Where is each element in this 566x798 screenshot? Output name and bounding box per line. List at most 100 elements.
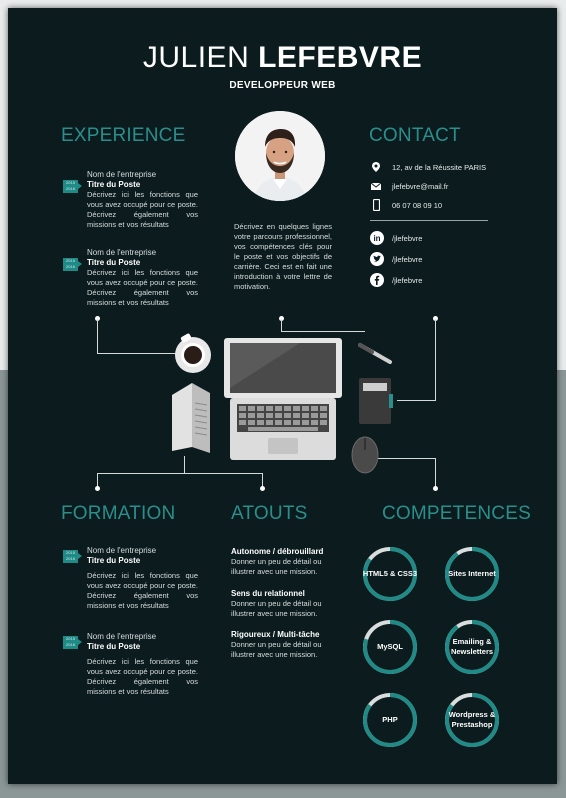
date-badge: 2015 2016 [63,550,82,563]
skill-name: Sites Internet [448,569,496,578]
job-description: Décrivez ici les fonctions que vous avez… [87,571,198,610]
date-badge: 2015 2016 [63,636,82,649]
connector-line [281,331,365,332]
connector-line [262,473,263,488]
connector-line [97,473,98,488]
date-badge: 2015 2016 [63,180,82,193]
envelope-icon [371,183,381,190]
skill-ring-fill [445,620,499,674]
experience-title: EXPERIENCE [61,125,186,146]
intro-text: Décrivez en quelques lignes votre parcou… [234,222,332,291]
skill-name: Wordpress & Prestashop [448,710,496,729]
skill-name: PHP [382,715,398,724]
badge-to: 2016 [66,642,75,647]
connector-dot [433,316,438,321]
skill-progress-ring [445,547,499,601]
phone-icon [373,199,380,211]
contact-divider [370,220,488,221]
facebook-handle[interactable]: /jlefebvre [392,276,423,285]
skill-name: MySQL [377,642,403,651]
notebook-icon [359,378,393,424]
mouse-icon [351,436,379,474]
connector-dot [95,486,100,491]
document-icon [172,383,210,453]
first-name: JULIEN [142,41,250,74]
formation-item: 2015 2016 Nom de l'entreprise Titre du P… [63,546,198,611]
formation-title: FORMATION [61,503,176,524]
twitter-icon [370,252,384,266]
connector-line [397,400,436,401]
atout-description: Donner un peu de détail ou illustrer ave… [231,557,322,576]
atout-item: Rigoureux / Multi-tâche Donner un peu de… [231,629,343,660]
badge-from: 2015 [66,636,75,641]
job-description: Décrivez ici les fonctions que vous avez… [87,657,198,696]
skill-progress-ring [363,693,417,747]
connector-line [97,319,98,354]
person-name: JULIEN LEFEBVRE [8,40,557,76]
job-description: Décrivez ici les fonctions que vous avez… [87,268,198,307]
competences-title: COMPETENCES [382,503,531,524]
atout-title: Autonome / débrouillard [231,547,324,556]
badge-from: 2015 [66,180,75,185]
skill-ring: Wordpress & Prestashop [443,691,501,749]
badge-to: 2016 [66,556,75,561]
location-pin-icon [372,162,380,172]
atout-title: Rigoureux / Multi-tâche [231,630,320,639]
atout-description: Donner un peu de détail ou illustrer ave… [231,640,322,659]
job-description: Décrivez ici les fonctions que vous avez… [87,190,198,229]
connector-line [435,319,436,401]
connector-line [97,353,179,354]
badge-from: 2015 [66,550,75,555]
person-portrait-icon [235,111,325,201]
atouts-title: ATOUTS [231,503,308,524]
skill-progress-ring [445,693,499,747]
skill-ring-fill [363,547,417,601]
connector-dot [260,486,265,491]
skill-ring-fill [363,693,417,747]
linkedin-handle[interactable]: /jlefebvre [392,234,423,243]
company-name: Nom de l'entreprise [87,170,157,179]
skill-ring: Sites Internet [443,545,501,603]
skill-progress-ring [363,620,417,674]
skill-name: Emailing & Newsletters [450,637,494,656]
skill-ring-fill [445,693,499,747]
contact-address: 12, av de la Réussite PARIS [392,163,487,172]
skill-ring: PHP [361,691,419,749]
last-name: LEFEBVRE [258,41,423,74]
skill-ring: Emailing & Newsletters [443,618,501,676]
twitter-handle[interactable]: /jlefebvre [392,255,423,264]
date-badge: 2015 2016 [63,258,82,271]
pen-icon [358,343,392,364]
connector-line [376,458,435,459]
job-title: Titre du Poste [87,556,141,565]
svg-text:in: in [373,234,380,243]
connector-dot [95,316,100,321]
skill-ring-fill [445,547,499,601]
formation-item: 2015 2016 Nom de l'entreprise Titre du P… [63,632,198,697]
skill-progress-ring [445,620,499,674]
connector-dot [279,316,284,321]
contact-email[interactable]: jlefebvre@mail.fr [392,182,449,191]
coffee-cup-icon [175,333,211,373]
skill-name: HTML5 & CSS3 [362,569,418,578]
atout-description: Donner un peu de détail ou illustrer ave… [231,599,322,618]
job-title: Titre du Poste [87,180,141,189]
experience-item: 2015 2016 Nom de l'entreprise Titre du P… [63,170,198,230]
connector-dot [433,486,438,491]
company-name: Nom de l'entreprise [87,248,157,257]
connector-line [184,456,185,473]
connector-line [435,458,436,488]
connector-line [281,319,282,332]
skill-ring-fill [363,620,417,674]
company-name: Nom de l'entreprise [87,632,157,641]
contact-title: CONTACT [369,125,461,146]
contact-phone: 06 07 08 09 10 [392,201,443,210]
atout-item: Autonome / débrouillard Donner un peu de… [231,546,343,577]
company-name: Nom de l'entreprise [87,546,157,555]
facebook-icon [370,273,384,287]
resume-page: JULIEN LEFEBVRE DEVELOPPEUR WEB EXPERIEN… [8,8,557,784]
atout-item: Sens du relationnel Donner un peu de dét… [231,588,343,619]
atout-title: Sens du relationnel [231,589,305,598]
skill-ring: MySQL [361,618,419,676]
job-title: Titre du Poste [87,258,141,267]
